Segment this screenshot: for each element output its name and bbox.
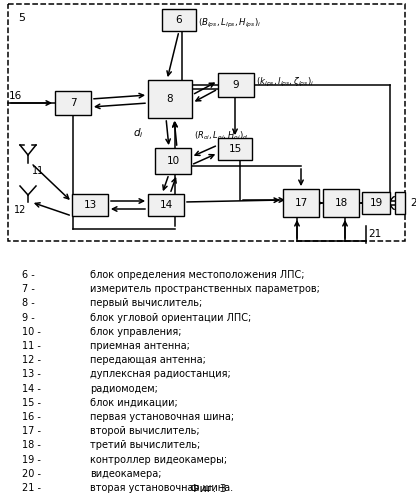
Text: дуплексная радиостанция;: дуплексная радиостанция;: [90, 370, 231, 380]
Text: контроллер видеокамеры;: контроллер видеокамеры;: [90, 454, 227, 464]
Text: 21: 21: [368, 229, 381, 239]
Text: 16: 16: [9, 91, 22, 101]
Text: 7: 7: [70, 98, 76, 108]
Text: 21 -: 21 -: [22, 483, 41, 493]
Text: 16 -: 16 -: [22, 412, 41, 422]
Text: 8: 8: [167, 94, 173, 104]
Text: блок индикации;: блок индикации;: [90, 398, 178, 408]
Bar: [362, 192, 390, 214]
Text: 20 -: 20 -: [22, 469, 41, 479]
Text: 18 -: 18 -: [22, 440, 41, 450]
Text: третий вычислитель;: третий вычислитель;: [90, 440, 200, 450]
Text: измеритель пространственных параметров;: измеритель пространственных параметров;: [90, 284, 320, 294]
Text: 13: 13: [83, 200, 97, 210]
Text: 9 -: 9 -: [22, 312, 35, 322]
Bar: [8, 4, 405, 241]
Text: радиомодем;: радиомодем;: [90, 384, 158, 394]
Text: 7 -: 7 -: [22, 284, 35, 294]
Bar: [395, 192, 405, 214]
Bar: [162, 9, 196, 31]
Text: 17 -: 17 -: [22, 426, 41, 436]
Text: $(R_{oi},L_{oi},H_{oi})_d$: $(R_{oi},L_{oi},H_{oi})_d$: [194, 130, 248, 142]
Text: 10: 10: [166, 156, 180, 166]
Bar: [55, 91, 91, 115]
Bar: [218, 73, 254, 97]
Text: 9: 9: [233, 80, 239, 90]
Text: 19 -: 19 -: [22, 454, 41, 464]
Bar: [283, 189, 319, 217]
Text: блок управления;: блок управления;: [90, 327, 181, 337]
Text: 12: 12: [14, 205, 26, 215]
Text: 11: 11: [32, 166, 44, 176]
Bar: [72, 194, 108, 216]
Text: первая установочная шина;: первая установочная шина;: [90, 412, 234, 422]
Bar: [323, 189, 359, 217]
Text: 15: 15: [228, 144, 242, 154]
Text: 10 -: 10 -: [22, 327, 41, 337]
Text: второй вычислитель;: второй вычислитель;: [90, 426, 200, 436]
Bar: [148, 194, 184, 216]
Text: первый вычислитель;: первый вычислитель;: [90, 298, 202, 308]
Text: $d_i$: $d_i$: [133, 126, 144, 140]
Text: 19: 19: [369, 198, 383, 208]
Text: $(k_{lps},l_{lps},\zeta_{lps})_i$: $(k_{lps},l_{lps},\zeta_{lps})_i$: [256, 76, 314, 89]
Bar: [155, 148, 191, 174]
Text: видеокамера;: видеокамера;: [90, 469, 161, 479]
Text: 18: 18: [334, 198, 348, 208]
Text: 14 -: 14 -: [22, 384, 41, 394]
Text: приемная антенна;: приемная антенна;: [90, 341, 190, 351]
Text: 14: 14: [159, 200, 173, 210]
Text: 13 -: 13 -: [22, 370, 41, 380]
Text: 20: 20: [411, 198, 416, 208]
Bar: [148, 80, 192, 118]
Text: 5: 5: [18, 13, 25, 23]
Text: блок угловой ориентации ЛПС;: блок угловой ориентации ЛПС;: [90, 312, 251, 322]
Text: Фиг. 3: Фиг. 3: [190, 484, 226, 494]
Text: 8 -: 8 -: [22, 298, 35, 308]
Text: вторая установочная шина.: вторая установочная шина.: [90, 483, 233, 493]
Text: передающая антенна;: передающая антенна;: [90, 355, 206, 365]
Text: 6: 6: [176, 15, 182, 25]
Bar: [218, 138, 252, 160]
Text: 15 -: 15 -: [22, 398, 41, 408]
Text: $(B_{lps},L_{lps},H_{lps})_i$: $(B_{lps},L_{lps},H_{lps})_i$: [198, 16, 261, 30]
Text: 11 -: 11 -: [22, 341, 41, 351]
Text: 17: 17: [295, 198, 307, 208]
Text: 12 -: 12 -: [22, 355, 41, 365]
Text: блок определения местоположения ЛПС;: блок определения местоположения ЛПС;: [90, 270, 305, 280]
Text: 6 -: 6 -: [22, 270, 35, 280]
